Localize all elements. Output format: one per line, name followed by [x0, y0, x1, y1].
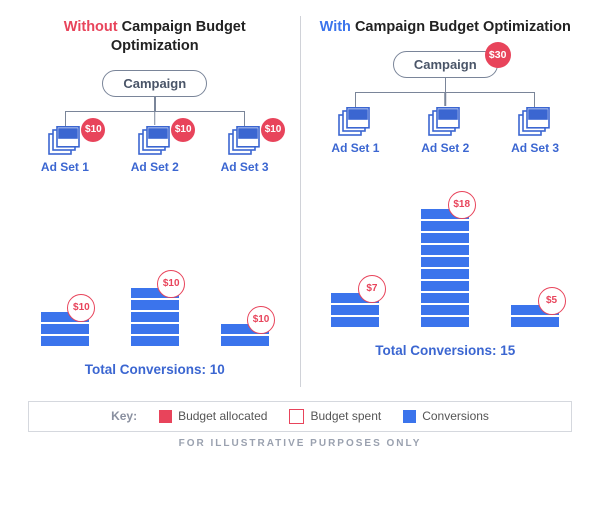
- total-conversions: Total Conversions: 15: [375, 343, 515, 358]
- alloc-badge: $10: [261, 118, 285, 142]
- spent-badge: $7: [358, 275, 386, 303]
- campaign-label: Campaign: [123, 76, 186, 91]
- footnote: FOR ILLUSTRATIVE PURPOSES ONLY: [10, 438, 590, 449]
- campaign-node: Campaign $30: [393, 51, 498, 78]
- panel-with: With Campaign Budget Optimization Campai…: [301, 10, 591, 393]
- adset-node: $10 Ad Set 3: [200, 126, 289, 174]
- adset-label: Ad Set 1: [331, 141, 379, 155]
- adset-node: $10 Ad Set 1: [20, 126, 109, 174]
- bar-column: $18: [401, 209, 490, 327]
- adset-label: Ad Set 2: [421, 141, 469, 155]
- adset-stack-icon: [428, 107, 462, 137]
- panel-title: Without Campaign Budget Optimization: [20, 18, 290, 56]
- swatch-conversions: [403, 410, 416, 423]
- alloc-badge: $30: [485, 42, 511, 68]
- bar-column: $10: [110, 288, 199, 346]
- title-accent: With: [320, 19, 351, 35]
- connector: [154, 97, 156, 111]
- adset-stack-icon: [228, 126, 262, 156]
- comparison-container: Without Campaign Budget Optimization Cam…: [10, 10, 590, 393]
- spent-badge: $10: [67, 294, 95, 322]
- alloc-badge: $10: [81, 118, 105, 142]
- swatch-allocated: [159, 410, 172, 423]
- campaign-node: Campaign: [102, 70, 207, 97]
- adset-label: Ad Set 3: [221, 160, 269, 174]
- adset-stack-icon: [338, 107, 372, 137]
- alloc-badge: $10: [171, 118, 195, 142]
- adset-node: Ad Set 2: [401, 107, 490, 155]
- connector-branch: [355, 92, 535, 107]
- swatch-spent: [289, 409, 304, 424]
- title-rest: Campaign Budget Optimization: [355, 19, 571, 35]
- adset-row: $10 Ad Set 1 $10 Ad Set 2 $10 Ad Set 3: [20, 126, 290, 174]
- total-conversions: Total Conversions: 10: [85, 362, 225, 377]
- bars-row: $7 $18 $5: [311, 197, 581, 327]
- adset-row: Ad Set 1 Ad Set 2 Ad Set 3: [311, 107, 581, 155]
- adset-label: Ad Set 2: [131, 160, 179, 174]
- adset-node: Ad Set 1: [311, 107, 400, 155]
- title-rest: Campaign Budget Optimization: [111, 19, 246, 54]
- legend-item: Budget spent: [289, 409, 381, 424]
- legend-item: Budget allocated: [159, 409, 267, 423]
- bar-column: $7: [311, 293, 400, 327]
- adset-stack-icon: [138, 126, 172, 156]
- connector: [445, 78, 447, 92]
- hierarchy-tree: Campaign $30 Ad Set 1 Ad Set 2: [311, 51, 581, 155]
- bar-column: $10: [20, 312, 109, 346]
- bar: [421, 209, 469, 327]
- title-accent: Without: [64, 19, 118, 35]
- adset-stack-icon: [518, 107, 552, 137]
- panel-without: Without Campaign Budget Optimization Cam…: [10, 10, 300, 393]
- adset-label: Ad Set 1: [41, 160, 89, 174]
- spent-badge: $5: [538, 287, 566, 315]
- legend-item: Conversions: [403, 409, 489, 423]
- spent-badge: $10: [157, 270, 185, 298]
- legend-key-label: Key:: [111, 409, 137, 423]
- legend: Key: Budget allocated Budget spent Conve…: [28, 401, 572, 432]
- panel-title: With Campaign Budget Optimization: [320, 18, 571, 37]
- adset-node: Ad Set 3: [491, 107, 580, 155]
- campaign-label: Campaign: [414, 57, 477, 72]
- adset-label: Ad Set 3: [511, 141, 559, 155]
- hierarchy-tree: Campaign $10 Ad Set 1 $10 Ad Set 2: [20, 70, 290, 174]
- adset-stack-icon: [48, 126, 82, 156]
- adset-node: $10 Ad Set 2: [110, 126, 199, 174]
- spent-badge: $10: [247, 306, 275, 334]
- bars-row: $10 $10 $10: [20, 216, 290, 346]
- bar-column: $10: [200, 324, 289, 346]
- spent-badge: $18: [448, 191, 476, 219]
- bar-column: $5: [491, 305, 580, 327]
